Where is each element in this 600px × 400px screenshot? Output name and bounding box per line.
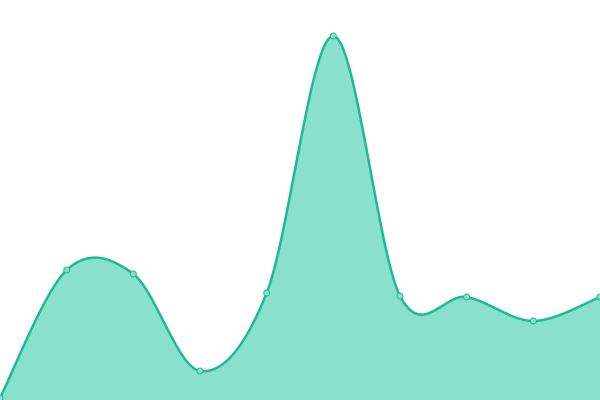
point — [529, 317, 537, 325]
point — [596, 293, 600, 301]
point — [329, 32, 337, 40]
point — [196, 367, 204, 375]
point — [0, 394, 4, 400]
point — [396, 292, 404, 300]
point — [463, 293, 471, 301]
point — [263, 289, 271, 297]
area-fill — [0, 35, 600, 400]
point — [129, 270, 137, 278]
point — [63, 266, 71, 274]
